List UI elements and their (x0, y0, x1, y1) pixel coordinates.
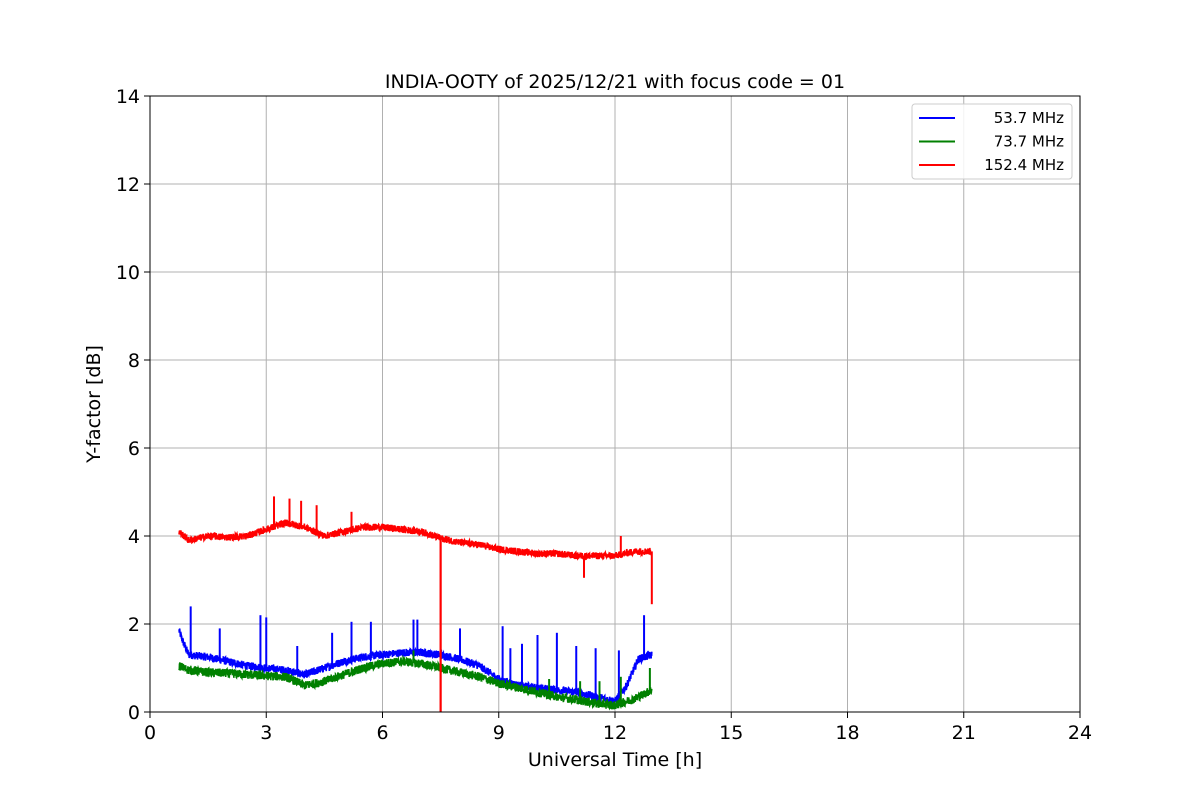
y-tick-label: 8 (128, 350, 140, 372)
legend-label: 53.7 MHz (994, 109, 1064, 127)
y-tick-label: 0 (128, 702, 140, 724)
legend-label: 73.7 MHz (994, 133, 1064, 151)
y-tick-label: 10 (116, 262, 140, 284)
chart-title: INDIA-OOTY of 2025/12/21 with focus code… (385, 71, 845, 93)
series-line (178, 654, 653, 711)
x-tick-label: 9 (493, 722, 505, 744)
x-tick-label: 6 (376, 722, 388, 744)
legend: 53.7 MHz 73.7 MHz 152.4 MHz (911, 103, 1073, 180)
x-tick-label: 24 (1068, 722, 1092, 744)
x-tick-label: 12 (603, 722, 627, 744)
y-tick-label: 14 (116, 86, 140, 108)
x-tick-label: 0 (144, 722, 156, 744)
legend-box (911, 103, 1073, 180)
y-tick-label: 2 (128, 614, 140, 636)
x-tick-label: 15 (719, 722, 743, 744)
x-axis-label: Universal Time [h] (528, 749, 702, 771)
series-line (178, 519, 653, 561)
series-lines (178, 496, 653, 712)
y-tick-label: 6 (128, 438, 140, 460)
y-tick-label: 4 (128, 526, 140, 548)
y-tick-label: 12 (116, 174, 140, 196)
y-axis-label: Y-factor [dB] (83, 345, 105, 464)
series-line (178, 628, 653, 707)
x-tick-label: 18 (835, 722, 859, 744)
x-tick-label: 21 (952, 722, 976, 744)
x-tick-label: 3 (260, 722, 272, 744)
legend-label: 152.4 MHz (984, 156, 1064, 174)
